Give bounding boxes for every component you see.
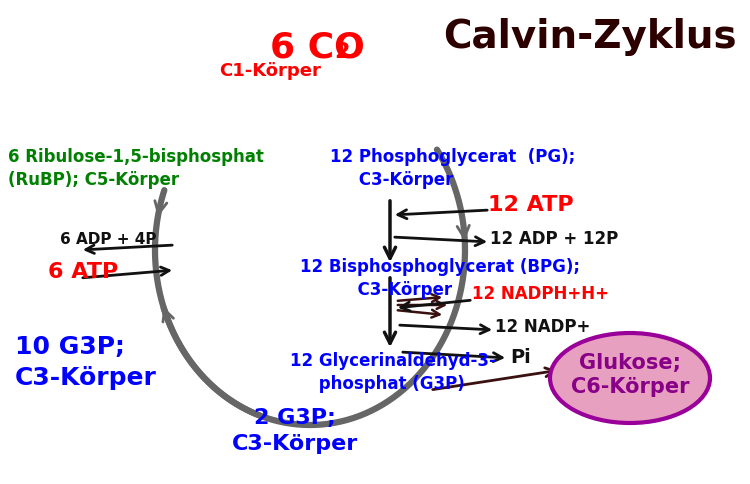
Text: 6 CO: 6 CO bbox=[270, 30, 364, 64]
Text: 12 Bisphosphoglycerat (BPG);
          C3-Körper: 12 Bisphosphoglycerat (BPG); C3-Körper bbox=[300, 258, 580, 299]
Text: Pi: Pi bbox=[510, 348, 531, 367]
Text: 10 G3P;
C3-Körper: 10 G3P; C3-Körper bbox=[15, 335, 157, 390]
Text: Calvin-Zyklus: Calvin-Zyklus bbox=[443, 18, 736, 56]
Text: 2: 2 bbox=[334, 42, 350, 62]
Text: Glukose;
C6-Körper: Glukose; C6-Körper bbox=[571, 353, 689, 397]
Text: 6 Ribulose-1,5-bisphosphat
(RuBP); C5-Körper: 6 Ribulose-1,5-bisphosphat (RuBP); C5-Kö… bbox=[8, 148, 264, 189]
Text: 12 Phosphoglycerat  (PG);
     C3-Körper: 12 Phosphoglycerat (PG); C3-Körper bbox=[330, 148, 575, 189]
Text: 12 NADPH+H+: 12 NADPH+H+ bbox=[472, 285, 609, 303]
Text: 12 ADP + 12P: 12 ADP + 12P bbox=[490, 230, 618, 248]
Text: 2 G3P;
C3-Körper: 2 G3P; C3-Körper bbox=[232, 408, 358, 454]
Text: 12 Glycerinaldehyd-3-
     phosphat (G3P): 12 Glycerinaldehyd-3- phosphat (G3P) bbox=[290, 352, 496, 393]
Text: 6 ATP: 6 ATP bbox=[48, 262, 118, 282]
Text: 12 NADP+: 12 NADP+ bbox=[495, 318, 590, 336]
Text: 12 ATP: 12 ATP bbox=[488, 195, 574, 215]
Text: 6 ADP + 4P: 6 ADP + 4P bbox=[60, 232, 157, 247]
Ellipse shape bbox=[550, 333, 710, 423]
Text: C1-Körper: C1-Körper bbox=[219, 62, 321, 80]
